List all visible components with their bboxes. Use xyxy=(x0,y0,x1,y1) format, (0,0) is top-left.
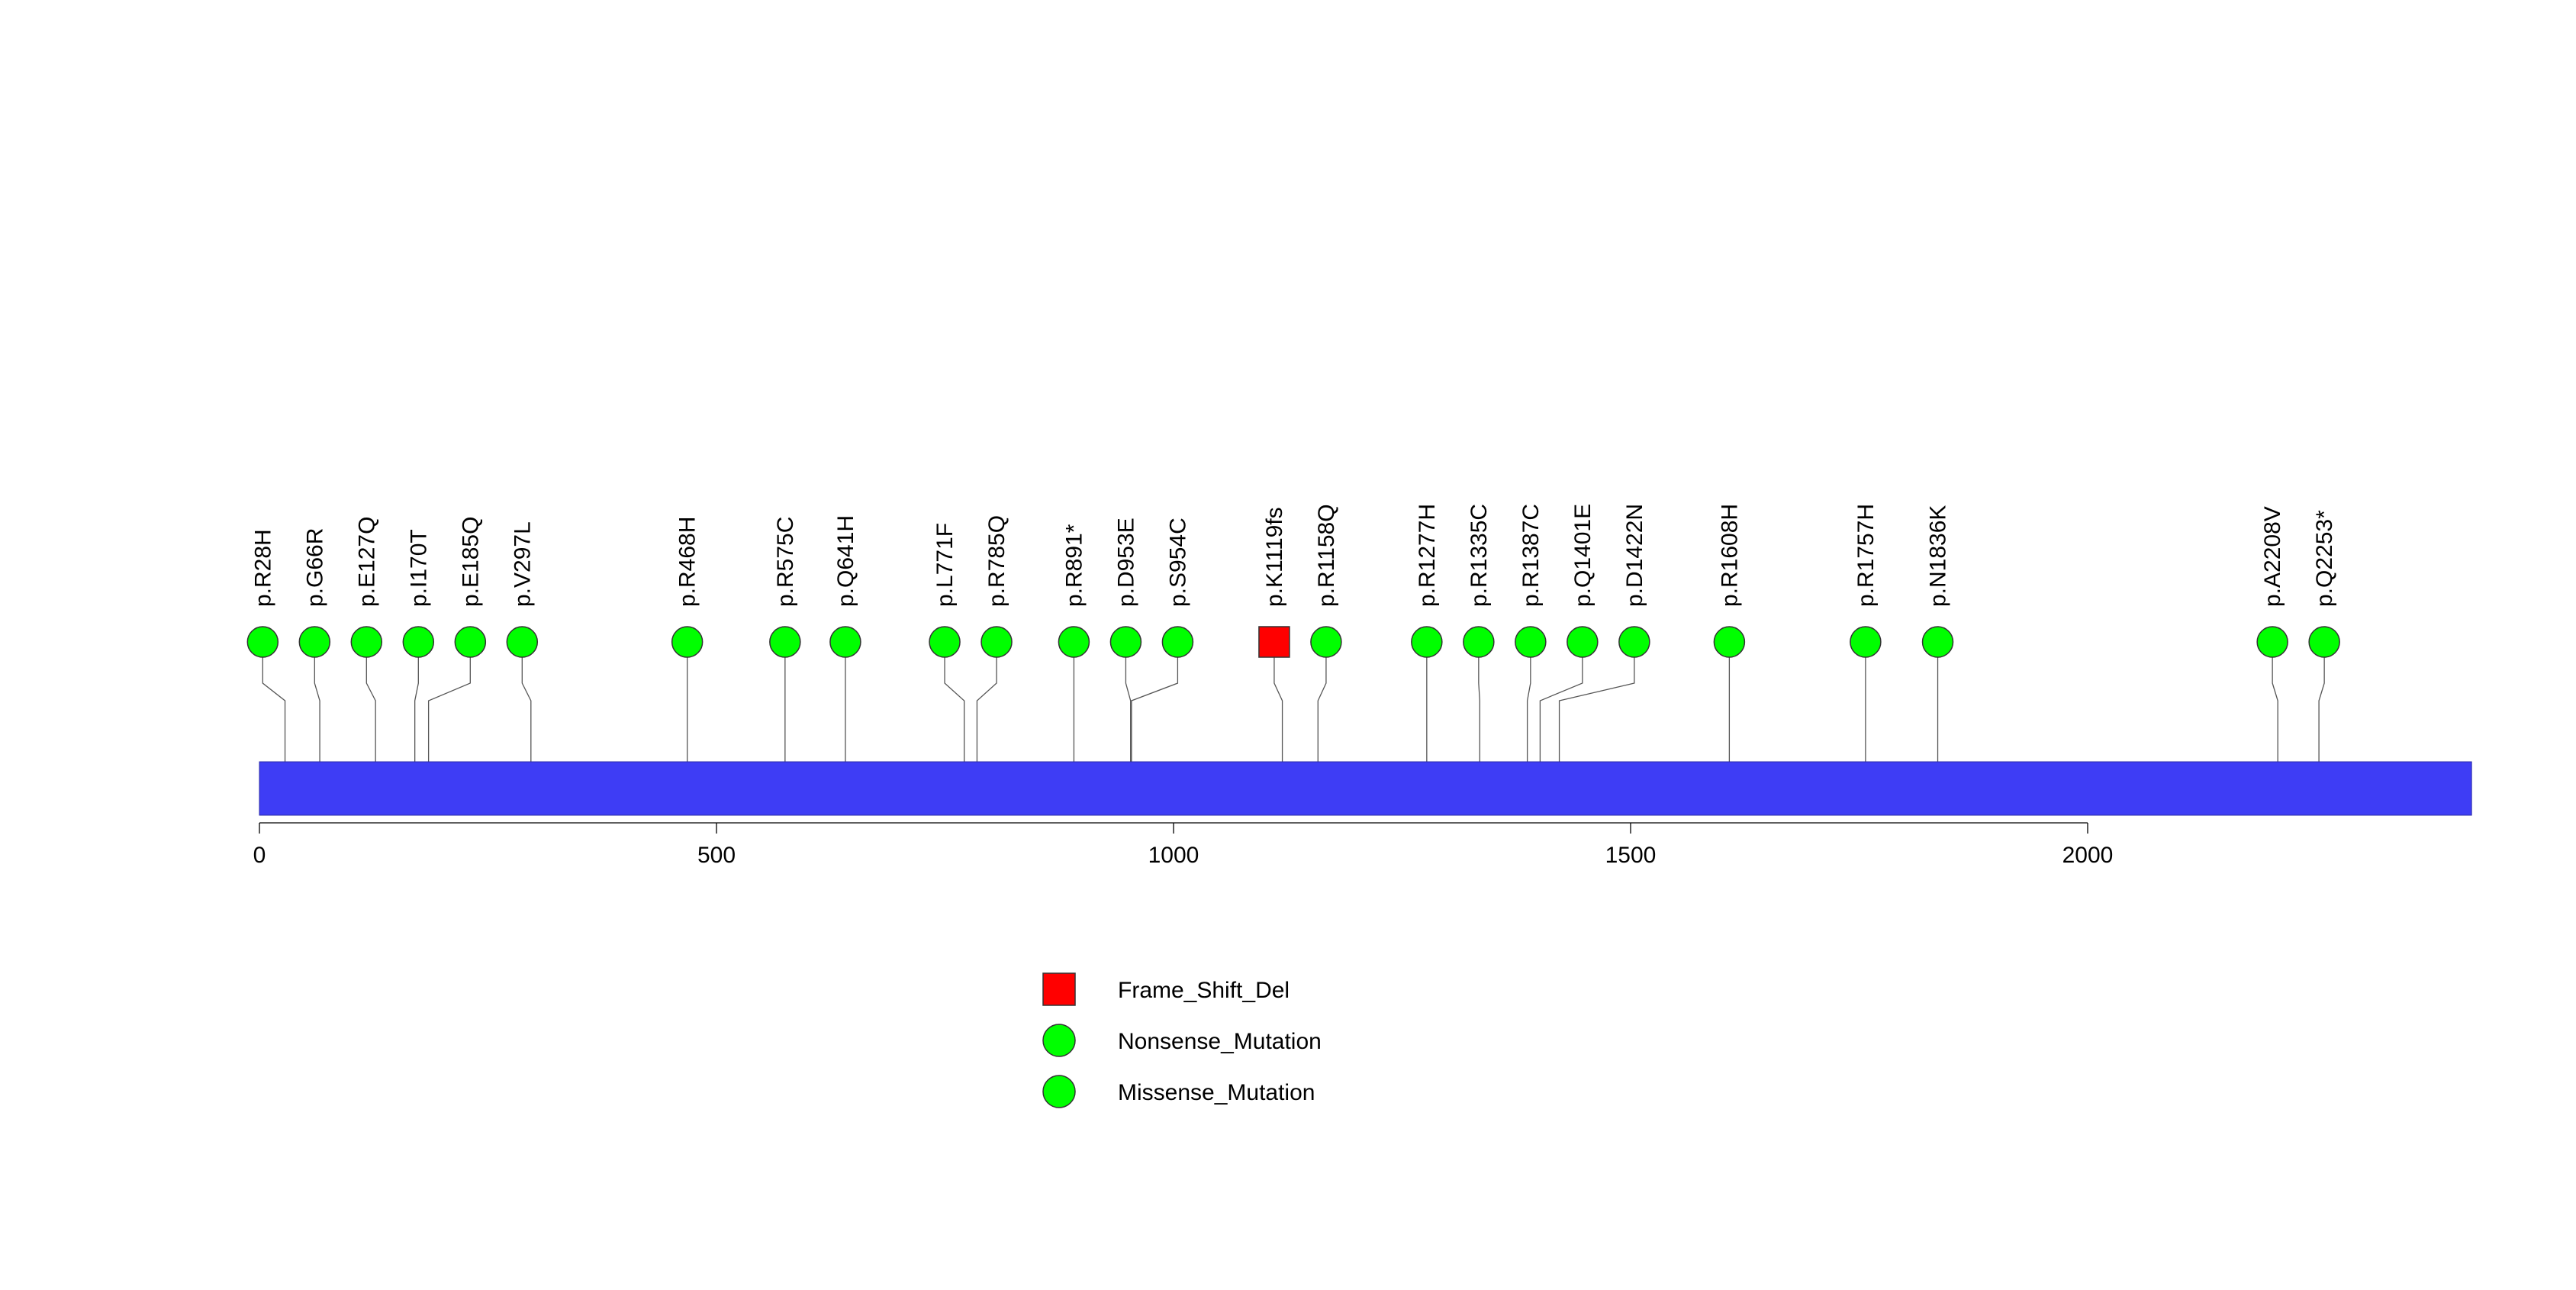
x-axis-tick-label: 1000 xyxy=(1148,843,1199,868)
legend-label: Nonsense_Mutation xyxy=(1118,1029,1322,1054)
mutation-label: p.R1158Q xyxy=(1314,504,1339,607)
mutation-label: p.Q2253* xyxy=(2312,510,2337,607)
mutation-marker-circle[interactable] xyxy=(1310,626,1342,658)
mutation-label: p.R1757H xyxy=(1853,504,1879,607)
mutation-marker-circle[interactable] xyxy=(506,626,539,658)
mutation-markers xyxy=(246,626,2340,658)
mutation-label: p.V297L xyxy=(510,521,535,607)
connector-line xyxy=(427,642,471,815)
mutation-label: p.S954C xyxy=(1165,518,1190,607)
connector-line xyxy=(521,642,532,815)
x-axis-tick-label: 1500 xyxy=(1605,843,1657,868)
mutation-label: p.D1422N xyxy=(1622,504,1647,607)
mutation-labels: p.R28H p.G66R p.E127Q p.I170T p.E185Q p.V297L… xyxy=(250,504,2337,607)
mutation-label: p.R891* xyxy=(1061,524,1087,607)
mutation-label: p.K1119fs xyxy=(1262,507,1287,607)
mutation-marker-circle[interactable] xyxy=(2256,626,2288,658)
mutation-label: p.R575C xyxy=(773,517,798,607)
legend-label: Missense_Mutation xyxy=(1118,1080,1315,1105)
connector-line xyxy=(1274,642,1283,815)
mutation-label: p.L771F xyxy=(932,523,958,607)
mutation-label: p.R785Q xyxy=(984,515,1009,607)
connector-line xyxy=(1539,642,1583,815)
mutation-marker-circle[interactable] xyxy=(402,626,435,658)
connector-line xyxy=(2272,642,2278,815)
mutation-marker-circle[interactable] xyxy=(1713,626,1746,658)
mutation-marker-circle[interactable] xyxy=(1515,626,1547,658)
mutation-label: p.D953E xyxy=(1113,518,1138,607)
mutation-label: p.Q1401E xyxy=(1570,504,1596,607)
x-axis-tick-label: 500 xyxy=(697,843,736,868)
connector-line xyxy=(365,642,376,815)
mutation-marker-circle[interactable] xyxy=(929,626,961,658)
mutation-marker-circle[interactable] xyxy=(454,626,487,658)
connector-line xyxy=(1558,642,1635,815)
connector-line xyxy=(314,642,320,815)
mutation-label: p.R468H xyxy=(675,517,700,607)
mutation-marker-circle[interactable] xyxy=(1109,626,1142,658)
mutation-label: p.R28H xyxy=(250,529,275,607)
legend: Frame_Shift_Del Nonsense_Mutation Missense… xyxy=(1042,972,1322,1108)
mutation-marker-circle[interactable] xyxy=(769,626,801,658)
mutation-marker-square[interactable] xyxy=(1258,626,1290,658)
mutation-marker-circle[interactable] xyxy=(2308,626,2340,658)
mutation-label: p.R1387C xyxy=(1518,504,1544,607)
mutation-label: p.E185Q xyxy=(458,517,483,607)
mutation-marker-circle[interactable] xyxy=(671,626,704,658)
mutation-label: p.E127Q xyxy=(354,517,379,607)
mutation-marker-circle[interactable] xyxy=(1161,626,1194,658)
mutation-marker-circle[interactable] xyxy=(1850,626,1882,658)
connector-line xyxy=(976,642,997,815)
x-axis-tick-label: 0 xyxy=(253,843,266,868)
mutation-marker-circle[interactable] xyxy=(1058,626,1090,658)
mutation-label: p.I170T xyxy=(406,529,431,607)
legend-circle-icon xyxy=(1042,1075,1076,1108)
mutation-marker-circle[interactable] xyxy=(980,626,1013,658)
protein-bar xyxy=(259,761,2472,816)
mutation-label: p.A2208V xyxy=(2260,506,2285,607)
mutation-marker-circle[interactable] xyxy=(829,626,861,658)
mutation-marker-circle[interactable] xyxy=(1618,626,1650,658)
mutation-marker-circle[interactable] xyxy=(1567,626,1599,658)
connector-line xyxy=(414,642,419,815)
mutation-label: p.R1335C xyxy=(1467,504,1492,607)
mutation-marker-circle[interactable] xyxy=(298,626,331,658)
connector-line xyxy=(1131,642,1179,815)
legend-square-icon xyxy=(1042,972,1076,1006)
mutation-marker-circle[interactable] xyxy=(246,626,279,658)
connector-line xyxy=(1317,642,1327,815)
connector-line xyxy=(262,642,286,815)
mutation-label: p.R1277H xyxy=(1415,504,1440,607)
connector-lines xyxy=(262,642,2325,815)
mutation-label: p.G66R xyxy=(302,528,327,607)
protein-track xyxy=(259,761,2472,816)
mutation-marker-circle[interactable] xyxy=(1463,626,1495,658)
mutation-marker-circle[interactable] xyxy=(350,626,383,658)
connector-line xyxy=(2318,642,2325,815)
connector-line xyxy=(1526,642,1531,815)
x-axis: 0 500 1000 1500 2000 xyxy=(253,822,2114,868)
mutation-label: p.N1836K xyxy=(1926,505,1951,607)
legend-circle-icon xyxy=(1042,1024,1076,1057)
connector-line xyxy=(944,642,965,815)
legend-label: Frame_Shift_Del xyxy=(1118,978,1290,1003)
connector-line xyxy=(1125,642,1132,815)
mutation-label: p.Q641H xyxy=(833,515,858,607)
x-axis-tick-label: 2000 xyxy=(2062,843,2114,868)
mutation-marker-circle[interactable] xyxy=(1921,626,1954,658)
mutation-marker-circle[interactable] xyxy=(1411,626,1443,658)
mutation-label: p.R1608H xyxy=(1717,504,1742,607)
connector-line xyxy=(1478,642,1480,815)
